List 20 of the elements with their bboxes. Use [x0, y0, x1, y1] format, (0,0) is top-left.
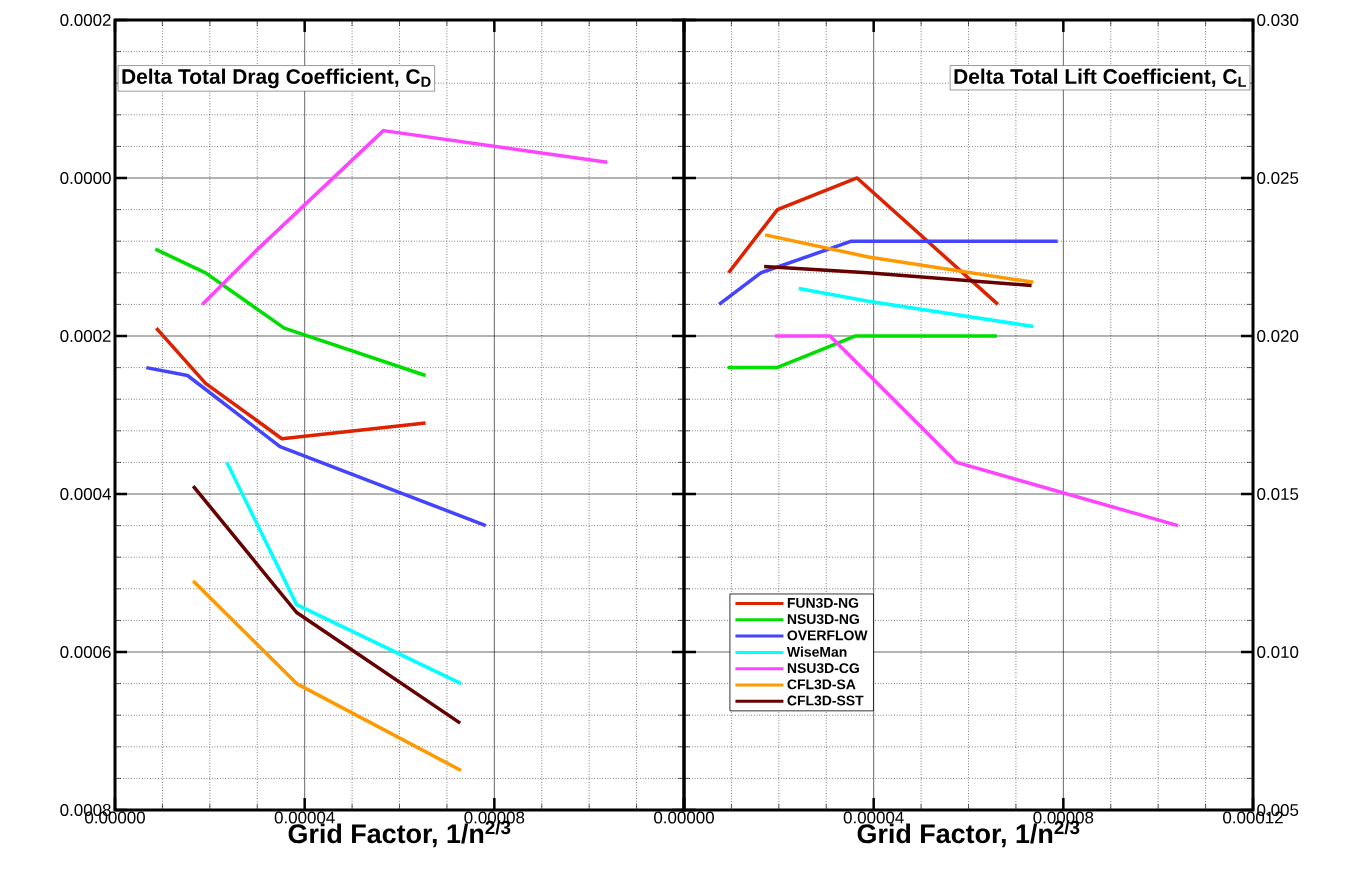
- legend-label: CFL3D-SST: [787, 695, 864, 706]
- legend-label: NSU3D-CG: [787, 663, 859, 674]
- text: Delta Total Lift Coefficient, C$_{L}$: [954, 68, 1247, 87]
- y-tick-label: 0.015: [1257, 488, 1299, 500]
- y-tick-label: 0.0000: [60, 172, 111, 185]
- legend-label: CFL3D-SA: [787, 679, 856, 690]
- y-tick-label: 0.0002: [60, 14, 111, 27]
- y-tick-label: 0.0006: [60, 646, 111, 659]
- y-tick-label: 0.030: [1257, 13, 1299, 26]
- y-tick-label: 0.020: [1257, 330, 1299, 342]
- y-tick-label: 0.010: [1257, 646, 1299, 658]
- text: Delta Total Drag Coefficient, C$_{D}$: [122, 68, 431, 89]
- legend-label: OVERFLOW: [787, 630, 868, 641]
- legend-label: NSU3D-NG: [787, 614, 859, 625]
- legend-label: FUN3D-NG: [787, 597, 859, 608]
- y-tick-label: 0.0002: [60, 330, 111, 343]
- y-tick-label: 0.0004: [60, 488, 111, 501]
- legend-label: WiseMan: [786, 646, 847, 657]
- x-tick-label: 0.00000: [654, 811, 714, 824]
- y-tick-label: 0.025: [1257, 171, 1299, 184]
